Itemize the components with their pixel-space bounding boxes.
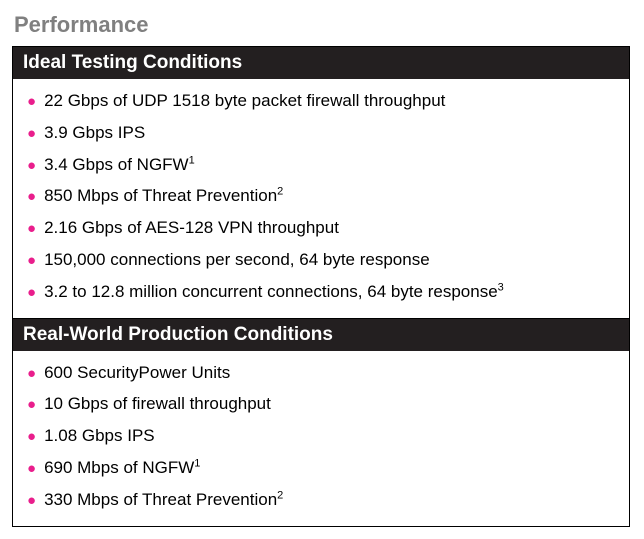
list-item: ● 3.9 Gbps IPS: [13, 117, 629, 149]
list-item: ● 1.08 Gbps IPS: [13, 420, 629, 452]
item-text: 22 Gbps of UDP 1518 byte packet firewall…: [44, 89, 445, 113]
item-text: 3.2 to 12.8 million concurrent connectio…: [44, 280, 504, 304]
bullet-icon: ●: [27, 426, 36, 447]
bullet-icon: ●: [27, 363, 36, 384]
list-item: ● 10 Gbps of firewall throughput: [13, 388, 629, 420]
performance-title: Performance: [12, 12, 632, 38]
list-item: ● 2.16 Gbps of AES-128 VPN throughput: [13, 212, 629, 244]
list-item: ● 3.4 Gbps of NGFW1: [13, 149, 629, 181]
list-item: ● 3.2 to 12.8 million concurrent connect…: [13, 276, 629, 308]
item-text: 3.9 Gbps IPS: [44, 121, 145, 145]
bullet-icon: ●: [27, 282, 36, 303]
list-item: ● 22 Gbps of UDP 1518 byte packet firewa…: [13, 85, 629, 117]
list-item: ● 690 Mbps of NGFW1: [13, 452, 629, 484]
section-header-ideal: Ideal Testing Conditions: [13, 47, 629, 79]
bullet-icon: ●: [27, 394, 36, 415]
item-text: 690 Mbps of NGFW1: [44, 456, 200, 480]
section-body-realworld: ● 600 SecurityPower Units ● 10 Gbps of f…: [13, 351, 629, 526]
performance-table: Ideal Testing Conditions ● 22 Gbps of UD…: [12, 46, 630, 527]
item-text: 2.16 Gbps of AES-128 VPN throughput: [44, 216, 339, 240]
item-text: 150,000 connections per second, 64 byte …: [44, 248, 430, 272]
item-text: 850 Mbps of Threat Prevention2: [44, 184, 283, 208]
section-body-ideal: ● 22 Gbps of UDP 1518 byte packet firewa…: [13, 79, 629, 318]
list-item: ● 330 Mbps of Threat Prevention2: [13, 484, 629, 516]
item-text: 3.4 Gbps of NGFW1: [44, 153, 195, 177]
bullet-icon: ●: [27, 91, 36, 112]
item-text: 1.08 Gbps IPS: [44, 424, 155, 448]
bullet-icon: ●: [27, 155, 36, 176]
bullet-icon: ●: [27, 218, 36, 239]
section-header-realworld: Real-World Production Conditions: [13, 318, 629, 351]
bullet-icon: ●: [27, 123, 36, 144]
list-item: ● 150,000 connections per second, 64 byt…: [13, 244, 629, 276]
item-text: 600 SecurityPower Units: [44, 361, 230, 385]
item-text: 10 Gbps of firewall throughput: [44, 392, 271, 416]
bullet-icon: ●: [27, 250, 36, 271]
list-item: ● 850 Mbps of Threat Prevention2: [13, 180, 629, 212]
bullet-icon: ●: [27, 458, 36, 479]
list-item: ● 600 SecurityPower Units: [13, 357, 629, 389]
item-text: 330 Mbps of Threat Prevention2: [44, 488, 283, 512]
bullet-icon: ●: [27, 186, 36, 207]
bullet-icon: ●: [27, 490, 36, 511]
